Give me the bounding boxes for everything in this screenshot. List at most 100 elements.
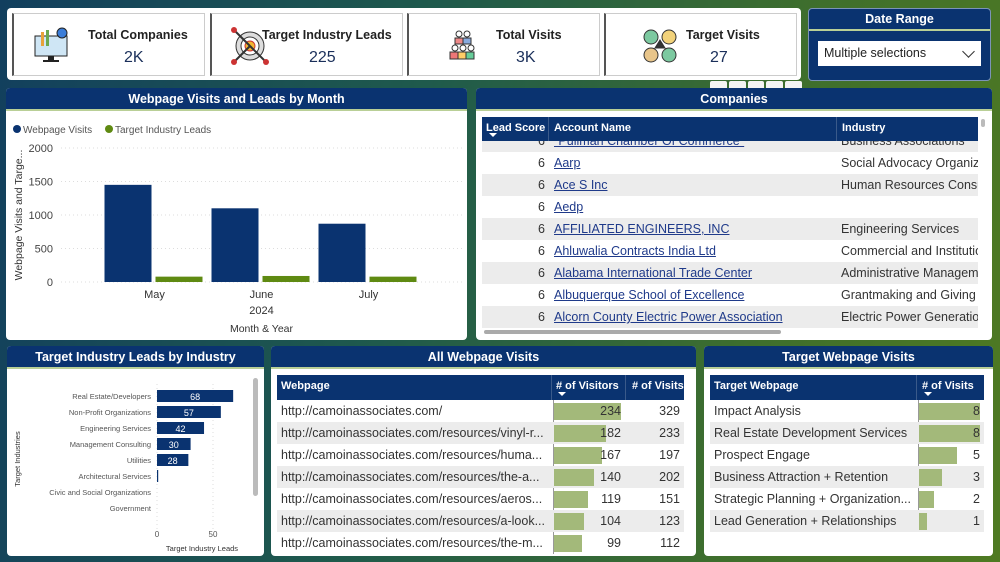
- target-webpage: Prospect Engage: [714, 448, 810, 462]
- bar-webpage-visits[interactable]: [104, 184, 152, 282]
- date-range-value: Multiple selections: [824, 46, 927, 60]
- visits-leads-chart: Webpage Visits Target Industry Leads 0 500 1…: [13, 125, 464, 335]
- account-link[interactable]: "Pullman Chamber Of Commerce": [554, 141, 745, 148]
- y-tick-label: Civic and Social Organizations: [49, 488, 151, 497]
- col-lead-score[interactable]: Lead Score: [486, 122, 546, 134]
- more-options-icon[interactable]: [785, 81, 802, 89]
- expand-icon[interactable]: [747, 81, 765, 89]
- bar[interactable]: [157, 422, 205, 434]
- legend-label: Webpage Visits: [23, 125, 92, 136]
- webpage-url[interactable]: http://camoinassociates.com/: [281, 404, 443, 418]
- industry: Grantmaking and Giving S: [841, 288, 978, 302]
- industry: Electric Power Generation,: [841, 310, 978, 324]
- bar[interactable]: [157, 454, 189, 466]
- drill-down-icon[interactable]: [728, 81, 746, 89]
- y-tick-label: Management Consulting: [70, 440, 151, 449]
- sort-desc-icon: [924, 392, 932, 396]
- visitors-bar: [554, 469, 595, 486]
- table-row: 6 Albuquerque School of Excellence Grantma…: [482, 284, 978, 306]
- lead-score: 6: [538, 200, 545, 214]
- y-tick-label: Real Estate/Developers: [72, 392, 151, 401]
- y-tick-label: Government: [110, 504, 152, 513]
- col-visitors[interactable]: # of Visitors: [556, 380, 619, 392]
- target-visits-body: Impact Analysis 8 Real Estate Development …: [710, 400, 984, 540]
- visits-count: 8: [973, 404, 980, 418]
- table-row: Lead Generation + Relationships 1: [710, 510, 984, 532]
- filter-icon[interactable]: [766, 81, 784, 89]
- bar-target-industry-leads[interactable]: [262, 275, 310, 282]
- visitors-count: 104: [600, 514, 621, 528]
- lead-score: 6: [538, 310, 545, 324]
- col-industry[interactable]: Industry: [842, 122, 886, 134]
- col-account-name[interactable]: Account Name: [554, 122, 632, 134]
- visits-count: 197: [659, 448, 680, 462]
- webpage-url[interactable]: http://camoinassociates.com/resources/hu…: [281, 448, 543, 462]
- kpi-title: Total Companies: [88, 28, 188, 42]
- bar[interactable]: [157, 390, 234, 402]
- account-link[interactable]: Alcorn County Electric Power Association: [554, 310, 783, 324]
- account-link[interactable]: AFFILIATED ENGINEERS, INC: [554, 222, 730, 236]
- account-link[interactable]: Aedp: [554, 200, 584, 214]
- target-webpage: Strategic Planning + Organization...: [714, 492, 911, 506]
- vertical-scrollbar[interactable]: [981, 119, 985, 127]
- date-range-slicer: Date Range Multiple selections: [808, 8, 991, 81]
- visits-bar: [919, 403, 980, 420]
- bar-target-industry-leads[interactable]: [369, 276, 417, 282]
- industry-chart-title: Target Industry Leads by Industry: [7, 346, 264, 369]
- table-row: 6 "Pullman Chamber Of Commerce" Business A…: [482, 141, 978, 152]
- table-row: 6 Ace S Inc Human Resources Consult: [482, 174, 978, 196]
- target-darts-icon: [231, 27, 269, 65]
- webpage-url[interactable]: http://camoinassociates.com/resources/ae…: [281, 492, 543, 506]
- x-tick-label: June: [250, 289, 274, 301]
- bar-target-industry-leads[interactable]: [155, 276, 203, 282]
- visits-count: 123: [659, 514, 680, 528]
- y-tick-label: Architectural Services: [78, 472, 151, 481]
- col-target-webpage[interactable]: Target Webpage: [714, 380, 799, 392]
- kpi-target-visits: Target Visits 27: [604, 13, 797, 76]
- account-link[interactable]: Alabama International Trade Center: [554, 266, 753, 280]
- lead-score: 6: [538, 266, 545, 280]
- table-row: 6 AFFILIATED ENGINEERS, INC Engineering Se…: [482, 218, 978, 240]
- col-visits[interactable]: # of Visits: [922, 380, 974, 392]
- lead-score: 6: [538, 244, 545, 258]
- webpage-url[interactable]: http://camoinassociates.com/resources/th…: [281, 536, 543, 550]
- webpage-url[interactable]: http://camoinassociates.com/resources/a-…: [281, 514, 546, 528]
- date-range-title: Date Range: [809, 9, 990, 31]
- col-visits[interactable]: # of Visits: [632, 380, 684, 392]
- account-link[interactable]: Aarp: [554, 156, 581, 170]
- visitors-count: 99: [607, 536, 621, 550]
- visitors-bar: [554, 513, 584, 530]
- vertical-scrollbar[interactable]: [253, 378, 258, 496]
- y-tick-label: 1500: [29, 177, 53, 189]
- webpage-url[interactable]: http://camoinassociates.com/resources/th…: [281, 470, 540, 484]
- account-link[interactable]: Albuquerque School of Excellence: [554, 288, 745, 302]
- data-label: 42: [176, 424, 186, 434]
- data-label: 28: [168, 456, 178, 466]
- visits-leads-chart-panel: Webpage Visits and Leads by Month Webpag…: [6, 88, 467, 340]
- table-row: http://camoinassociates.com/resources/hu…: [277, 444, 684, 466]
- crowd-icon: [449, 30, 475, 60]
- visits-bar: [919, 491, 935, 508]
- companies-panel: Companies Lead Score Account Name Indust…: [476, 88, 992, 340]
- account-link[interactable]: Ace S Inc: [554, 178, 608, 192]
- bar[interactable]: [157, 438, 191, 450]
- visitors-bar: [554, 403, 621, 420]
- bar-webpage-visits[interactable]: [318, 223, 366, 282]
- drill-up-icon[interactable]: [710, 81, 727, 89]
- account-link[interactable]: Ahluwalia Contracts India Ltd: [554, 244, 716, 258]
- bar[interactable]: [157, 406, 221, 418]
- table-row: 6 Ahluwalia Contracts India Ltd Commercial…: [482, 240, 978, 262]
- data-label: 57: [184, 408, 194, 418]
- date-range-dropdown[interactable]: Multiple selections: [818, 41, 981, 66]
- webpage-url[interactable]: http://camoinassociates.com/resources/vi…: [281, 426, 544, 440]
- y-tick-label: 500: [35, 244, 53, 256]
- bar[interactable]: [157, 470, 159, 482]
- chevron-down-icon: [962, 45, 975, 58]
- horizontal-scrollbar[interactable]: [484, 330, 781, 334]
- target-webpage: Impact Analysis: [714, 404, 801, 418]
- bar-webpage-visits[interactable]: [211, 208, 259, 282]
- col-webpage[interactable]: Webpage: [281, 380, 330, 392]
- x-axis-title: Target Industry Leads: [166, 544, 238, 553]
- legend-marker: [13, 125, 21, 133]
- table-row: Impact Analysis 8: [710, 400, 984, 422]
